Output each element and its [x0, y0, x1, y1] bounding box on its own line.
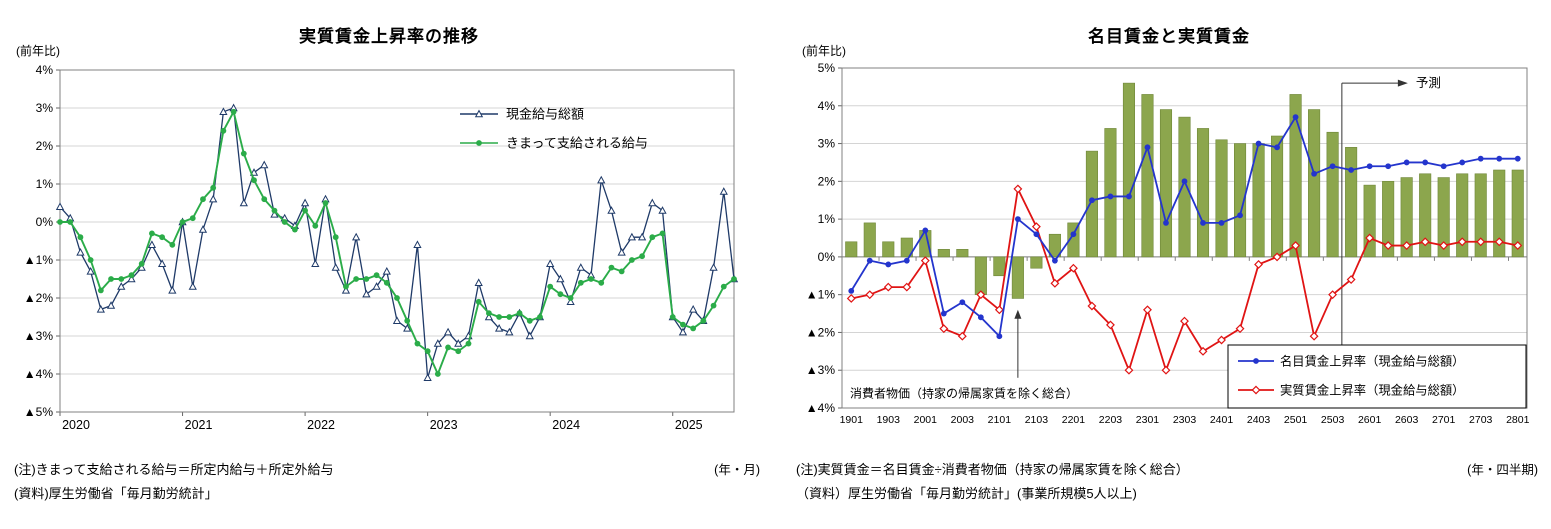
- svg-text:2003: 2003: [951, 414, 975, 426]
- axes: ▲4% ▲3% ▲2% ▲1% 0% 1% 2% 3% 4% 5% 1901 1903 2001 2003…: [806, 61, 1530, 426]
- svg-text:2201: 2201: [1062, 414, 1086, 426]
- svg-text:実質賃金上昇率（現金給与総額）: 実質賃金上昇率（現金給与総額）: [1280, 383, 1464, 398]
- svg-text:2703: 2703: [1469, 414, 1493, 426]
- svg-text:消費者物価（持家の帰属家賃を除く総合）: 消費者物価（持家の帰属家賃を除く総合）: [850, 386, 1078, 401]
- svg-text:2801: 2801: [1506, 414, 1530, 426]
- svg-text:2020: 2020: [62, 418, 90, 432]
- svg-text:2%: 2%: [818, 174, 836, 188]
- right-y-axis-unit-label: (前年比): [802, 44, 846, 58]
- cpi-annotation: 消費者物価（持家の帰属家賃を除く総合）: [850, 309, 1078, 401]
- svg-text:▲1%: ▲1%: [806, 288, 836, 302]
- svg-text:きまって支給される給与: きまって支給される給与: [506, 136, 648, 151]
- svg-text:2501: 2501: [1284, 414, 1308, 426]
- svg-text:▲4%: ▲4%: [806, 401, 836, 415]
- svg-text:2603: 2603: [1395, 414, 1419, 426]
- axes: ▲5% ▲4% ▲3% ▲2% ▲1% 0% 1% 2% 3% 4% 2020 2021 2022 202…: [24, 63, 735, 432]
- svg-text:2303: 2303: [1173, 414, 1197, 426]
- svg-text:▲3%: ▲3%: [806, 363, 836, 377]
- svg-text:▲3%: ▲3%: [24, 329, 54, 343]
- svg-text:2025: 2025: [675, 418, 703, 432]
- left-note-definition: (注)きまって支給される給与＝所定内給与＋所定外給与: [14, 462, 334, 477]
- svg-text:▲2%: ▲2%: [806, 325, 836, 339]
- real-wage-trend-panel: (前年比) 実質賃金上昇率の推移 ▲5% ▲4% ▲3% ▲2% ▲1% 0% 1% 2% 3%…: [8, 8, 770, 524]
- svg-text:予測: 予測: [1416, 76, 1441, 90]
- svg-text:2301: 2301: [1136, 414, 1160, 426]
- svg-text:2103: 2103: [1025, 414, 1049, 426]
- svg-text:2101: 2101: [988, 414, 1012, 426]
- svg-text:4%: 4%: [818, 99, 836, 113]
- svg-text:現金給与総額: 現金給与総額: [506, 107, 584, 122]
- svg-text:2%: 2%: [36, 139, 54, 153]
- gridlines: [60, 69, 734, 413]
- right-notes-row: (注)実質賃金＝名目賃金÷消費者物価（持家の帰属家賃を除く総合） (年・四半期): [796, 459, 1538, 478]
- right-chart-title: 名目賃金と実質賃金: [1088, 27, 1250, 46]
- cpi-bars: [845, 82, 1524, 299]
- svg-text:2701: 2701: [1432, 414, 1456, 426]
- svg-text:2023: 2023: [430, 418, 458, 432]
- svg-text:▲4%: ▲4%: [24, 367, 54, 381]
- series-名目賃金上昇率（現金給与総額）: [848, 114, 1521, 340]
- left-note-source: (資料)厚生労働省「毎月勤労統計」: [14, 486, 218, 501]
- svg-text:1901: 1901: [840, 414, 864, 426]
- svg-text:0%: 0%: [818, 250, 836, 264]
- svg-text:2021: 2021: [185, 418, 213, 432]
- series-実質賃金上昇率（現金給与総額）: [846, 184, 1523, 375]
- svg-text:名目賃金上昇率（現金給与総額）: 名目賃金上昇率（現金給与総額）: [1280, 354, 1464, 369]
- svg-text:2203: 2203: [1099, 414, 1123, 426]
- left-y-axis-unit-label: (前年比): [16, 44, 60, 58]
- left-x-axis-unit-label: (年・月): [714, 463, 760, 477]
- svg-text:▲1%: ▲1%: [24, 253, 54, 267]
- svg-text:1%: 1%: [818, 212, 836, 226]
- svg-text:1903: 1903: [877, 414, 901, 426]
- left-notes-row: (注)きまって支給される給与＝所定内給与＋所定外給与 (年・月): [14, 459, 760, 478]
- svg-text:4%: 4%: [36, 63, 54, 77]
- real-wage-line-chart: ▲5% ▲4% ▲3% ▲2% ▲1% 0% 1% 2% 3% 4% 2020 2021 2022 202…: [24, 63, 739, 432]
- svg-text:2601: 2601: [1358, 414, 1382, 426]
- svg-text:2024: 2024: [552, 418, 580, 432]
- svg-text:2503: 2503: [1321, 414, 1345, 426]
- svg-text:▲5%: ▲5%: [24, 405, 54, 419]
- nominal-real-wage-combo-chart: ▲4% ▲3% ▲2% ▲1% 0% 1% 2% 3% 4% 5% 1901 1903 2001 2003…: [806, 61, 1530, 426]
- nominal-real-wage-panel: (前年比) 名目賃金と実質賃金 ▲4% ▲3% ▲2% ▲1% 0% 1% 2% 3% 4% 5%…: [790, 8, 1548, 524]
- svg-text:1%: 1%: [36, 177, 54, 191]
- svg-text:0%: 0%: [36, 215, 54, 229]
- left-chart-title: 実質賃金上昇率の推移: [299, 27, 479, 46]
- svg-text:2022: 2022: [307, 418, 335, 432]
- svg-text:3%: 3%: [818, 137, 836, 151]
- right-note-definition: (注)実質賃金＝名目賃金÷消費者物価（持家の帰属家賃を除く総合）: [796, 462, 1189, 477]
- svg-text:2403: 2403: [1247, 414, 1271, 426]
- svg-text:3%: 3%: [36, 101, 54, 115]
- legend: 名目賃金上昇率（現金給与総額） 実質賃金上昇率（現金給与総額）: [1227, 344, 1527, 409]
- svg-text:▲2%: ▲2%: [24, 291, 54, 305]
- right-x-axis-unit-label: (年・四半期): [1467, 463, 1538, 477]
- svg-text:5%: 5%: [818, 61, 836, 75]
- right-note-source: （資料）厚生労働省「毎月勤労統計」(事業所規模5人以上): [796, 486, 1137, 501]
- series-きまって支給される給与: [57, 108, 737, 377]
- svg-text:2401: 2401: [1210, 414, 1234, 426]
- svg-text:2001: 2001: [914, 414, 938, 426]
